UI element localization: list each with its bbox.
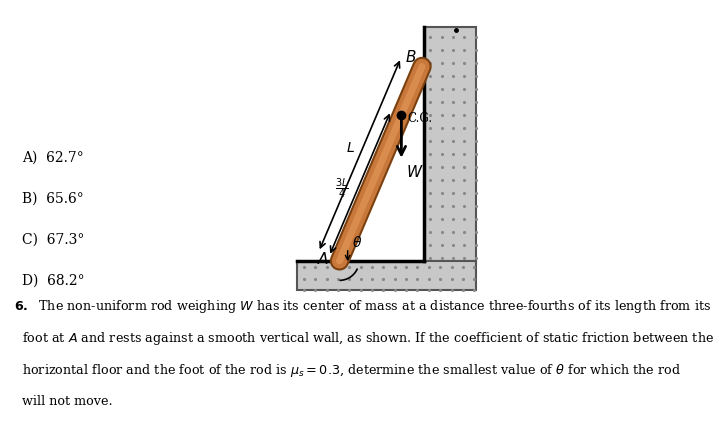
Text: $\mathbf{6.}$  The non-uniform rod weighing $W$ has its center of mass at a dist: $\mathbf{6.}$ The non-uniform rod weighi… xyxy=(15,298,712,315)
Text: $W$: $W$ xyxy=(406,164,424,180)
Text: A)  62.7°: A) 62.7° xyxy=(22,150,84,165)
Text: $\frac{3L}{4}$: $\frac{3L}{4}$ xyxy=(335,176,349,200)
Bar xyxy=(424,27,475,261)
Text: B)  65.6°: B) 65.6° xyxy=(22,191,84,206)
Text: C.G.: C.G. xyxy=(407,112,433,125)
Bar xyxy=(297,27,424,261)
Bar xyxy=(297,261,475,290)
Text: D)  68.2°: D) 68.2° xyxy=(22,273,84,287)
Text: $A$: $A$ xyxy=(317,251,329,267)
Text: $B$: $B$ xyxy=(405,49,417,65)
Text: will not move.: will not move. xyxy=(15,395,113,408)
Text: $\theta$: $\theta$ xyxy=(353,236,363,251)
Text: horizontal floor and the foot of the rod is $\mu_s = 0.3$, determine the smalles: horizontal floor and the foot of the rod… xyxy=(15,362,681,380)
Text: $L$: $L$ xyxy=(345,141,355,155)
Text: C)  67.3°: C) 67.3° xyxy=(22,232,84,246)
Text: foot at $A$ and rests against a smooth vertical wall, as shown. If the coefficie: foot at $A$ and rests against a smooth v… xyxy=(15,330,715,347)
